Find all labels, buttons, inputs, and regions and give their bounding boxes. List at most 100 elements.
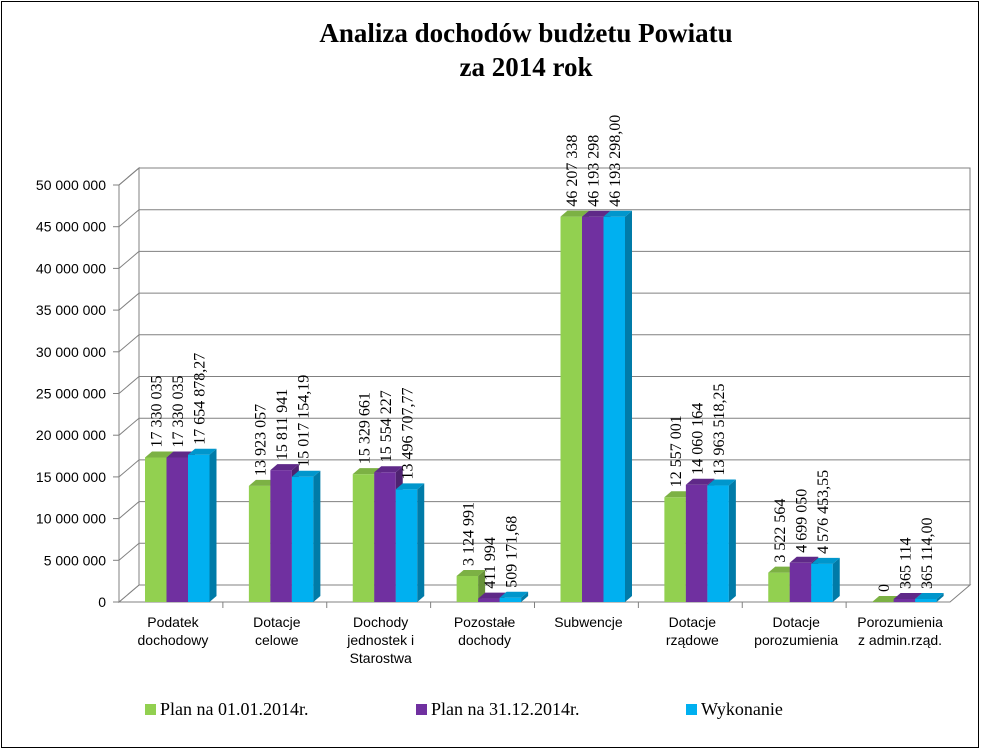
x-tick-label: porozumienia <box>754 632 838 648</box>
bar-front <box>248 485 271 602</box>
bar <box>188 448 217 602</box>
gridline-side <box>118 167 140 186</box>
bar-top <box>145 451 174 458</box>
bar-top <box>248 479 278 486</box>
data-label: 13 923 057 <box>253 404 270 476</box>
bar-top <box>893 592 923 599</box>
bar-front <box>664 497 686 602</box>
data-label: 46 207 338 <box>564 135 581 207</box>
bar-top <box>188 448 217 455</box>
bar-top <box>374 466 403 473</box>
legend: Plan na 01.01.2014r. Plan na 31.12.2014r.… <box>145 699 783 719</box>
bar-top <box>352 468 382 475</box>
gridline-side <box>118 292 140 311</box>
bar-front <box>456 575 479 602</box>
y-tick-label: 0 <box>98 594 106 610</box>
bar-front <box>395 489 418 602</box>
data-label: 509 171,68 <box>503 516 520 588</box>
bar-front <box>915 598 937 602</box>
x-tick-label: Dotacje <box>772 614 820 630</box>
gridline-side <box>118 417 140 436</box>
bar <box>499 591 529 602</box>
bar-top <box>270 464 299 471</box>
x-tick-label: dochodowy <box>138 632 209 648</box>
bar-side <box>209 448 217 602</box>
bar-top <box>664 491 693 498</box>
x-tick-label: Dochody <box>353 614 408 630</box>
legend-swatch <box>686 704 697 715</box>
data-label: 15 811 941 <box>274 389 291 460</box>
x-tick-label: Starostwa <box>350 650 412 666</box>
bar-top <box>685 478 715 485</box>
gridline-side <box>118 209 140 228</box>
data-label: 14 060 164 <box>690 403 707 475</box>
data-label: 12 557 001 <box>668 415 685 487</box>
x-tick-label: Subwencje <box>554 614 623 630</box>
x-tick-label: z admin.rząd. <box>858 632 942 648</box>
y-tick-label: 20 000 000 <box>36 427 106 443</box>
bar <box>915 592 944 602</box>
chart-title: Analiza dochodów budżetu Powiatu <box>319 18 732 48</box>
bar-front <box>374 472 396 602</box>
data-label: 0 <box>876 584 893 592</box>
bar-top <box>789 556 819 563</box>
data-label: 15 329 661 <box>357 392 374 464</box>
y-tick-label: 30 000 000 <box>36 344 106 360</box>
bar-side <box>832 557 840 602</box>
bar-front <box>893 598 916 602</box>
legend-swatch <box>416 704 427 715</box>
x-tick-label: jednostek i <box>346 632 414 648</box>
gridline-side <box>118 251 140 269</box>
data-label: 46 193 298 <box>586 135 603 207</box>
chart-floor <box>117 584 972 603</box>
y-tick-label: 50 000 000 <box>36 177 106 193</box>
data-label: 4 576 453,55 <box>815 470 832 554</box>
legend-label: Wykonanie <box>701 699 783 719</box>
bar-side <box>625 210 632 602</box>
bar <box>811 557 840 602</box>
x-tick-label: Dotacje <box>669 614 717 630</box>
data-label: 3 522 564 <box>772 499 789 563</box>
bar-top <box>811 557 840 564</box>
chart-subtitle: za 2014 rok <box>460 52 593 82</box>
bar <box>603 210 632 602</box>
x-tick-label: Dotacje <box>253 614 301 630</box>
data-label: 17 330 035 <box>149 375 166 447</box>
bar-front <box>789 562 812 602</box>
bar-top <box>478 592 507 599</box>
legend-label: Plan na 01.01.2014r. <box>160 699 309 719</box>
x-tick-label: rządowe <box>666 632 719 648</box>
bar-front <box>707 485 729 602</box>
bar-top <box>603 210 632 217</box>
bar-front <box>582 216 604 602</box>
bar-front <box>560 216 582 602</box>
bar-side <box>417 483 425 602</box>
y-tick-label: 40 000 000 <box>36 260 106 276</box>
y-tick-label: 25 000 000 <box>36 386 106 402</box>
data-label: 365 114,00 <box>919 518 936 589</box>
bar-top <box>768 566 797 573</box>
data-label: 3 124 991 <box>460 502 477 566</box>
y-tick-label: 5 000 000 <box>44 552 106 568</box>
gridline-side <box>118 376 140 394</box>
bar-front <box>270 470 292 602</box>
data-label: 17 654 878,27 <box>192 353 209 445</box>
bar-top <box>707 479 736 486</box>
data-label: 13 496 707,77 <box>400 387 417 479</box>
data-label: 17 330 035 <box>170 375 187 447</box>
bar-side <box>728 479 736 602</box>
y-tick-label: 10 000 000 <box>36 511 106 527</box>
bar-front <box>768 572 790 602</box>
bar <box>872 596 901 602</box>
bar-top <box>499 591 529 598</box>
bar-side <box>936 592 944 602</box>
bar-front <box>188 454 210 602</box>
bar-top <box>560 210 589 217</box>
bar-top <box>915 592 944 599</box>
y-tick-label: 15 000 000 <box>36 469 106 485</box>
bar-front <box>499 597 522 602</box>
plot-area: 0 5 000 000 10 000 000 15 000 000 20 000 000… <box>36 115 972 666</box>
bar-front <box>603 216 625 602</box>
